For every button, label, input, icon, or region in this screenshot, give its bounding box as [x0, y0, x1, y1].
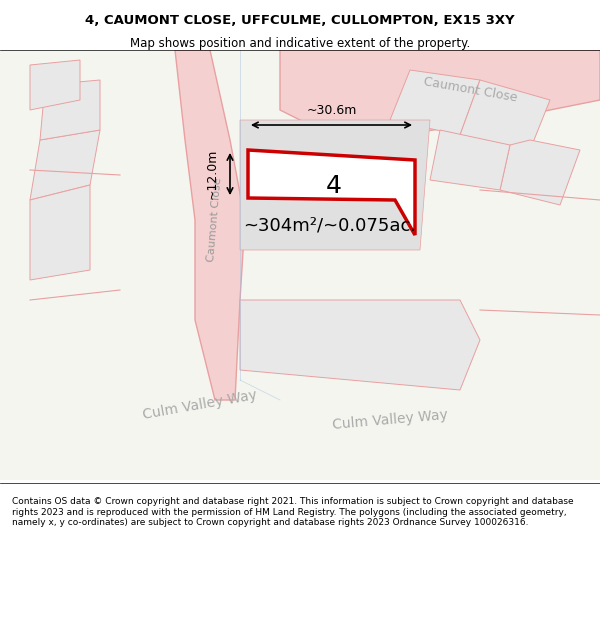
- Polygon shape: [460, 80, 550, 150]
- Polygon shape: [240, 300, 480, 390]
- Text: Culm Valley Way: Culm Valley Way: [142, 388, 258, 422]
- Text: ~30.6m: ~30.6m: [307, 104, 356, 118]
- Polygon shape: [40, 80, 100, 140]
- Polygon shape: [240, 120, 430, 250]
- Text: Caumont Close: Caumont Close: [206, 177, 224, 262]
- Polygon shape: [30, 130, 100, 200]
- Text: Map shows position and indicative extent of the property.: Map shows position and indicative extent…: [130, 38, 470, 51]
- Polygon shape: [390, 70, 480, 135]
- Text: 4: 4: [326, 174, 342, 198]
- Polygon shape: [248, 150, 415, 235]
- Text: Culm Valley Way: Culm Valley Way: [332, 408, 448, 432]
- Text: 4, CAUMONT CLOSE, UFFCULME, CULLOMPTON, EX15 3XY: 4, CAUMONT CLOSE, UFFCULME, CULLOMPTON, …: [85, 14, 515, 27]
- Text: ~304m²/~0.075ac.: ~304m²/~0.075ac.: [244, 216, 416, 234]
- Polygon shape: [175, 50, 245, 400]
- Polygon shape: [30, 185, 90, 280]
- Polygon shape: [430, 130, 510, 190]
- Text: ~12.0m: ~12.0m: [205, 149, 218, 199]
- Polygon shape: [500, 140, 580, 205]
- Text: Caumont Close: Caumont Close: [422, 76, 518, 104]
- Polygon shape: [280, 50, 600, 135]
- Polygon shape: [30, 60, 80, 110]
- Text: Contains OS data © Crown copyright and database right 2021. This information is : Contains OS data © Crown copyright and d…: [12, 498, 574, 528]
